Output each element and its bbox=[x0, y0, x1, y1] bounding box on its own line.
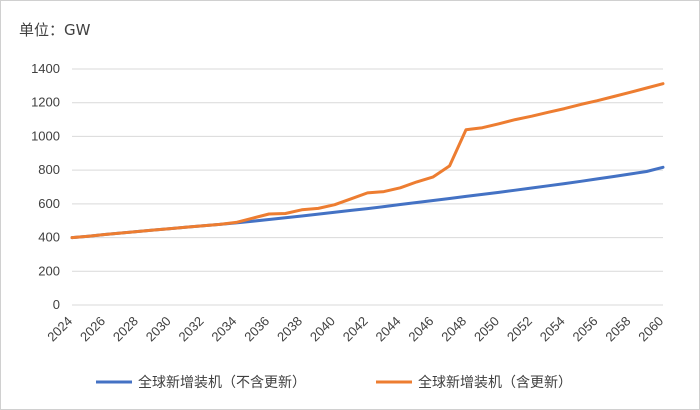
x-tick-label: 2038 bbox=[274, 313, 305, 344]
y-tick-label: 200 bbox=[38, 263, 60, 278]
x-tick-label: 2024 bbox=[44, 313, 75, 344]
legend-label: 全球新增装机（含更新） bbox=[418, 374, 572, 391]
x-tick-label: 2050 bbox=[471, 313, 502, 344]
x-tick-label: 2032 bbox=[176, 313, 207, 344]
y-tick-label: 0 bbox=[53, 297, 60, 312]
y-tick-label: 1000 bbox=[31, 128, 60, 143]
x-tick-label: 2028 bbox=[110, 313, 141, 344]
x-tick-label: 2026 bbox=[77, 313, 108, 344]
x-tick-label: 2030 bbox=[143, 313, 174, 344]
x-tick-label: 2042 bbox=[340, 313, 371, 344]
y-tick-label: 800 bbox=[38, 162, 60, 177]
unit-label: 单位：GW bbox=[19, 21, 91, 39]
legend-label: 全球新增装机（不含更新） bbox=[138, 374, 306, 391]
x-tick-label: 2054 bbox=[537, 313, 568, 344]
x-tick-label: 2040 bbox=[307, 313, 338, 344]
x-tick-label: 2044 bbox=[373, 313, 404, 344]
series-line-2 bbox=[70, 82, 665, 240]
y-tick-label: 1200 bbox=[31, 95, 60, 110]
x-tick-label: 2048 bbox=[438, 313, 469, 344]
x-tick-label: 2056 bbox=[570, 313, 601, 344]
x-tick-label: 2036 bbox=[241, 313, 272, 344]
x-tick-label: 2058 bbox=[602, 313, 633, 344]
y-tick-label: 1400 bbox=[31, 61, 60, 76]
x-tick-label: 2034 bbox=[208, 313, 239, 344]
y-tick-label: 400 bbox=[38, 230, 60, 245]
x-tick-label: 2060 bbox=[635, 313, 666, 344]
series-line-1 bbox=[70, 165, 665, 240]
x-tick-label: 2046 bbox=[405, 313, 436, 344]
x-tick-label: 2052 bbox=[504, 313, 535, 344]
y-tick-label: 600 bbox=[38, 196, 60, 211]
